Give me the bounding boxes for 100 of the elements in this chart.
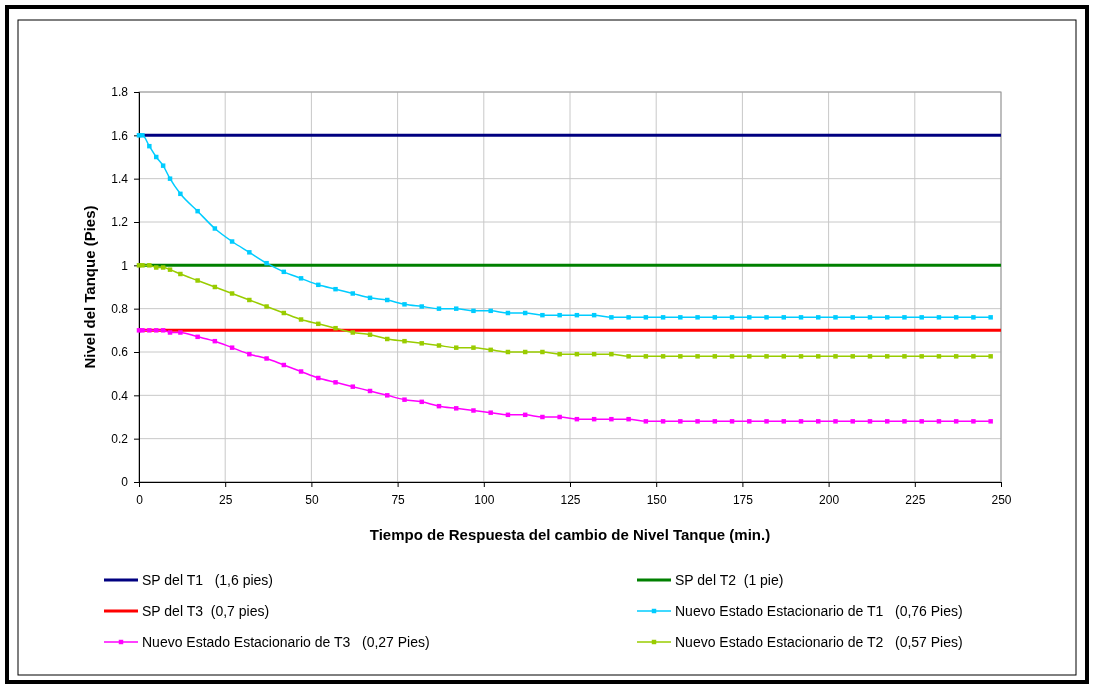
point (298, 369, 304, 374)
point (695, 419, 700, 424)
point (902, 354, 907, 359)
point (816, 419, 821, 424)
y-tick-label: 0.2 (111, 432, 129, 447)
point (798, 419, 804, 424)
point (678, 419, 683, 424)
y-tick-label: 0 (121, 475, 129, 490)
point (488, 410, 493, 415)
point (316, 282, 321, 288)
point (626, 315, 631, 320)
point (147, 143, 152, 149)
point (540, 312, 545, 318)
legend-label: SP del T2 (1 pie) (675, 572, 784, 588)
point (660, 419, 666, 424)
point (971, 354, 976, 359)
point (333, 380, 338, 385)
point (402, 302, 407, 307)
point (781, 419, 787, 424)
point (884, 419, 890, 424)
x-tick-label: 200 (819, 492, 840, 507)
point (919, 315, 924, 320)
point (988, 315, 993, 320)
y-tick-label: 1 (121, 258, 129, 273)
point (140, 328, 145, 333)
point (919, 354, 924, 359)
point (436, 306, 442, 311)
point (643, 354, 649, 359)
point (729, 419, 735, 424)
point (350, 291, 356, 296)
point (971, 419, 976, 424)
point (764, 419, 769, 424)
legend-label: Nuevo Estado Estacionario de T2 (0,57 Pies) (675, 634, 963, 650)
point (471, 345, 476, 350)
point (471, 308, 476, 314)
point (643, 315, 649, 320)
point (557, 312, 562, 318)
point (936, 315, 942, 320)
point (557, 414, 562, 420)
point (160, 163, 166, 168)
point (178, 191, 183, 197)
point (816, 354, 821, 359)
x-tick-label: 225 (905, 492, 926, 507)
point (953, 419, 959, 424)
point (764, 354, 769, 359)
point (316, 321, 321, 327)
point (154, 265, 159, 270)
point (678, 354, 683, 359)
point (953, 354, 959, 359)
point (643, 419, 649, 424)
point (436, 343, 442, 348)
point (764, 315, 769, 320)
point (833, 354, 838, 359)
point (660, 315, 666, 320)
point (167, 330, 173, 335)
point (850, 419, 855, 424)
y-tick-label: 1.6 (111, 128, 129, 143)
point (160, 265, 166, 270)
y-tick-label: 0.4 (111, 388, 129, 403)
point (867, 419, 873, 424)
point (350, 384, 356, 389)
point (140, 263, 145, 268)
point (147, 263, 152, 268)
point (298, 317, 304, 322)
x-tick-label: 75 (391, 492, 406, 507)
point (298, 276, 304, 281)
point (419, 341, 424, 346)
point (247, 297, 252, 303)
point (609, 315, 614, 320)
x-axis-title: Tiempo de Respuesta del cambio de Nivel Tanque (min.) (369, 526, 771, 543)
point (316, 375, 321, 381)
point (798, 354, 804, 359)
point (850, 315, 855, 320)
point (695, 315, 700, 320)
x-tick-label: 0 (136, 492, 144, 507)
legend-label: SP del T3 (0,7 pies) (142, 603, 270, 619)
y-tick-label: 1.4 (111, 172, 129, 187)
point (419, 304, 424, 309)
point (747, 419, 752, 424)
x-tick-label: 25 (219, 492, 233, 507)
point (902, 419, 907, 424)
point (781, 315, 787, 320)
point (247, 351, 252, 357)
point (936, 419, 942, 424)
point (453, 345, 459, 350)
point (695, 354, 700, 359)
point (781, 354, 787, 359)
point (936, 354, 942, 359)
point (540, 414, 545, 420)
point (247, 250, 252, 255)
point (402, 338, 407, 344)
point (147, 328, 152, 333)
point (264, 304, 269, 309)
y-axis-title: Nivel del Tanque (Pies) (81, 205, 98, 369)
point (902, 315, 907, 320)
y-tick-label: 1.2 (111, 215, 129, 230)
point (488, 347, 493, 353)
y-tick-label: 0.8 (111, 302, 129, 317)
x-tick-label: 150 (646, 492, 668, 507)
point (212, 226, 218, 231)
